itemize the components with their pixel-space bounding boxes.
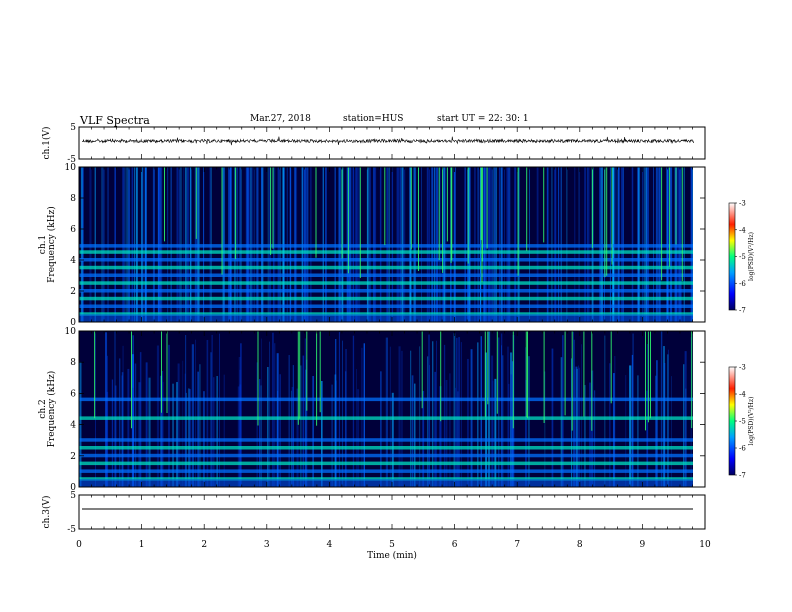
y-tick-label: 10 [65, 327, 77, 337]
colorbar-tick-label: -5 [739, 253, 746, 261]
x-tick-label: 1 [139, 540, 145, 550]
y-tick-label: 0 [70, 318, 76, 328]
y-tick-label: 5 [70, 491, 76, 501]
y-axis-label: Frequency (kHz) [46, 371, 57, 448]
colorbar-tick-label: -6 [739, 280, 746, 288]
x-tick-label: 4 [327, 540, 333, 550]
emission-band [79, 453, 693, 458]
colorbar-label: log(PSD)(V²/Hz) [748, 397, 755, 446]
emission-band [79, 469, 693, 473]
waveform-panel [79, 495, 705, 529]
emission-band [79, 289, 693, 293]
y-tick-label: 10 [65, 163, 77, 173]
y-axis-label: ch.1 [38, 235, 48, 254]
x-axis-label: Time (min) [367, 550, 417, 561]
x-tick-label: 5 [389, 540, 395, 550]
emission-band [79, 461, 693, 466]
emission-band [79, 397, 693, 402]
colorbar-tick-label: -7 [739, 307, 746, 315]
station-label: station=HUS [343, 114, 404, 124]
y-tick-label: 2 [70, 452, 76, 462]
y-tick-label: 0 [70, 483, 76, 493]
spectrogram-texture [79, 167, 693, 323]
colorbar-tick-label: -4 [739, 226, 746, 234]
x-tick-label: 10 [699, 540, 711, 550]
x-tick-label: 9 [640, 540, 646, 550]
x-tick-label: 2 [201, 540, 207, 550]
figure-title: VLF Spectra [80, 114, 150, 127]
emission-band [79, 244, 693, 248]
colorbar-label: log(PSD)(V²/Hz) [748, 232, 755, 281]
colorbar-tick-label: -7 [739, 472, 746, 480]
y-tick-label: 6 [70, 389, 76, 399]
colorbar-tick-label: -6 [739, 445, 746, 453]
emission-band [79, 416, 693, 420]
emission-band [79, 438, 693, 442]
spectrogram-texture [79, 331, 693, 487]
waveform-trace [81, 136, 695, 146]
emission-band [79, 273, 693, 277]
y-tick-label: 5 [70, 123, 76, 133]
start-ut-label: start UT = 22: 30: 1 [437, 114, 529, 124]
emission-band [79, 250, 693, 254]
x-tick-label: 3 [264, 540, 270, 550]
emission-band [79, 296, 693, 301]
waveform-panel [79, 127, 705, 159]
y-tick-label: 4 [70, 256, 76, 266]
emission-band [79, 265, 693, 270]
emission-band [79, 446, 693, 450]
x-tick-label: 6 [452, 540, 458, 550]
emission-band [79, 304, 693, 308]
x-tick-label: 7 [514, 540, 520, 550]
y-tick-label: 6 [70, 225, 76, 235]
y-tick-label: -5 [67, 525, 76, 535]
y-tick-label: 4 [70, 421, 76, 431]
y-tick-label: -5 [67, 155, 76, 165]
colorbar [728, 366, 736, 476]
colorbar-tick-label: -4 [739, 391, 746, 399]
emission-band [79, 312, 693, 316]
y-axis-label: Frequency (kHz) [46, 206, 57, 283]
date-label: Mar.27, 2018 [250, 114, 311, 124]
colorbar-tick-label: -5 [739, 418, 746, 426]
colorbar-tick-label: -3 [739, 364, 746, 372]
y-axis-label: ch.1(V) [41, 127, 52, 160]
emission-band [79, 258, 693, 262]
colorbar [728, 202, 736, 311]
x-tick-label: 8 [577, 540, 583, 550]
colorbar-tick-label: -3 [739, 200, 746, 208]
x-tick-label: 0 [76, 540, 82, 550]
emission-band [79, 281, 693, 285]
emission-band [79, 477, 693, 481]
y-axis-label: ch.2 [38, 399, 48, 418]
y-tick-label: 8 [70, 194, 76, 204]
y-tick-label: 2 [70, 287, 76, 297]
y-axis-label: ch.3(V) [41, 496, 52, 529]
y-tick-label: 8 [70, 358, 76, 368]
